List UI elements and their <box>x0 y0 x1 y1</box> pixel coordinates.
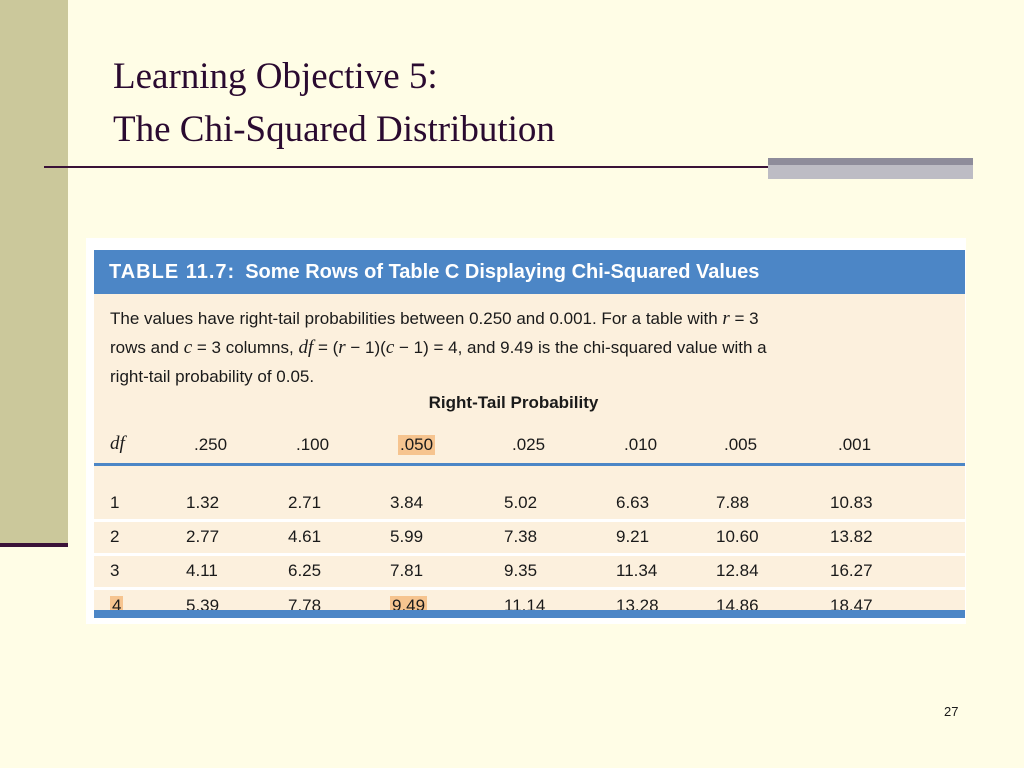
table-cell: 9.21 <box>616 527 650 546</box>
table-cell: 4.61 <box>288 527 322 546</box>
caption-line-2: rows and c = 3 columns, df = (r − 1)(c −… <box>110 337 767 358</box>
table-row: 3 4.11 6.25 7.81 9.35 11.34 12.84 16.27 <box>94 554 965 586</box>
right-tail-probability-label: Right-Tail Probability <box>428 393 599 412</box>
left-band-underline <box>0 543 68 547</box>
table-row: 1 1.32 2.71 3.84 5.02 6.63 7.88 10.83 <box>94 486 965 518</box>
table-cell: 3 <box>110 561 120 580</box>
caption-line-1: The values have right-tail probabilities… <box>110 308 759 329</box>
table-cell: 6.63 <box>616 493 650 512</box>
column-header-p4: .025 <box>512 435 546 454</box>
column-header-p1: .250 <box>194 435 228 454</box>
header-rule <box>94 463 965 466</box>
table-number: TABLE 11.7: <box>109 261 236 283</box>
table-cell: 10.60 <box>716 527 759 546</box>
table-cell: 7.38 <box>504 527 538 546</box>
table-caption: The values have right-tail probabilities… <box>110 304 950 391</box>
accent-bar-light <box>768 165 973 179</box>
left-decorative-band <box>0 0 68 546</box>
table-cell: 5.99 <box>390 527 424 546</box>
table-cell: 9.35 <box>504 561 538 580</box>
table-cell: 2 <box>110 527 120 546</box>
column-header-p2: .100 <box>296 435 330 454</box>
table-header-bar: TABLE 11.7: Some Rows of Table C Displayi… <box>94 250 965 294</box>
column-header-df: df <box>110 433 125 454</box>
column-header-p5: .010 <box>624 435 658 454</box>
table-cell: 12.84 <box>716 561 759 580</box>
caption-line-3: right-tail probability of 0.05. <box>110 367 315 386</box>
table-cell: 10.83 <box>830 493 873 512</box>
chi-squared-table-image: TABLE 11.7: Some Rows of Table C Displayi… <box>86 238 966 624</box>
slide-title: Learning Objective 5: The Chi-Squared Di… <box>113 50 555 156</box>
table-cell: 5.02 <box>504 493 538 512</box>
table-cell: 13.82 <box>830 527 873 546</box>
table-body: TABLE 11.7: Some Rows of Table C Displayi… <box>94 250 965 618</box>
table-cell: 1 <box>110 493 120 512</box>
table-cell: 16.27 <box>830 561 873 580</box>
title-divider-accent <box>768 158 973 179</box>
table-title: Some Rows of Table C Displaying Chi-Squa… <box>245 261 760 283</box>
title-divider <box>44 166 772 168</box>
column-header-p6: .005 <box>724 435 758 454</box>
slide-title-line-2: The Chi-Squared Distribution <box>113 109 555 150</box>
table-cell: 4.11 <box>186 561 218 580</box>
table-cell: 7.88 <box>716 493 750 512</box>
table-cell: 3.84 <box>390 493 424 512</box>
table-cell: 1.32 <box>186 493 220 512</box>
column-header-p7: .001 <box>838 435 872 454</box>
table-cell: 7.81 <box>390 561 424 580</box>
table-row: 2 2.77 4.61 5.99 7.38 9.21 10.60 13.82 <box>94 520 965 552</box>
accent-bar-dark <box>768 158 973 165</box>
table-cell: 2.71 <box>288 493 322 512</box>
row-divider <box>94 519 965 522</box>
column-header-p3: .050 <box>398 435 436 455</box>
table-cell: 11.34 <box>616 561 658 580</box>
row-divider <box>94 553 965 556</box>
page-number: 27 <box>944 704 959 719</box>
table-cell: 6.25 <box>288 561 322 580</box>
table-cell: 2.77 <box>186 527 220 546</box>
row-divider <box>94 587 965 590</box>
footer-rule <box>94 610 965 618</box>
slide-title-line-1: Learning Objective 5: <box>113 56 438 97</box>
